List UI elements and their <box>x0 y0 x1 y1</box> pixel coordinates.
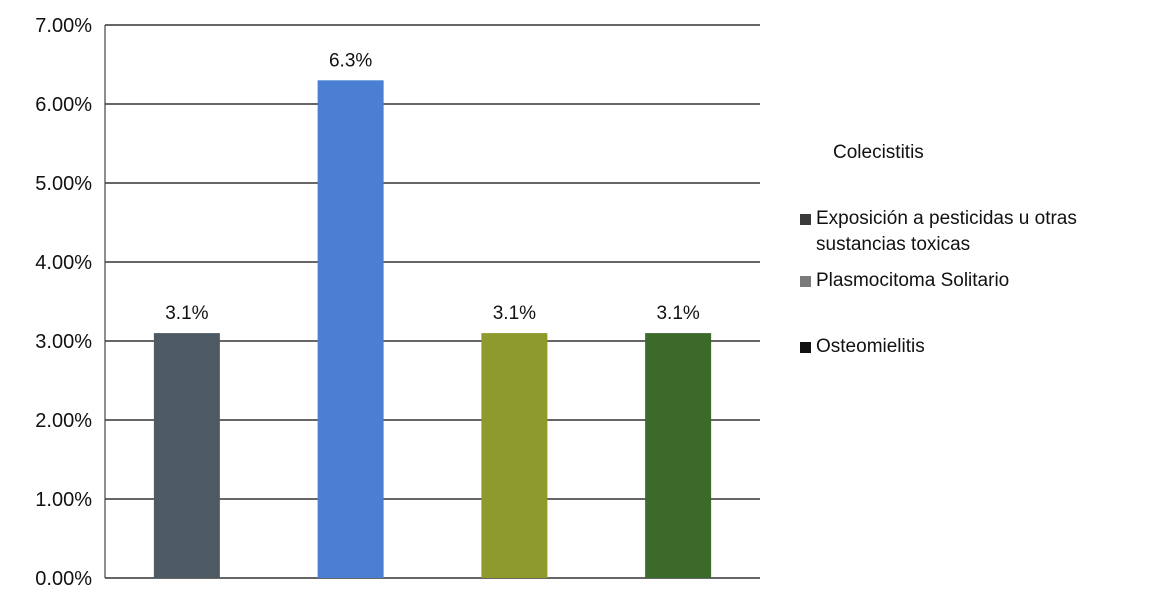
legend-item-plasmocitoma: Plasmocitoma Solitario <box>800 268 1168 294</box>
bars <box>153 80 712 579</box>
data-label: 6.3% <box>329 50 372 71</box>
y-tick-label: 2.00% <box>35 410 92 432</box>
legend-item-osteomielitis: Osteomielitis <box>800 334 1168 360</box>
y-tick-label: 6.00% <box>35 94 92 116</box>
legend-label: Exposición a pesticidas u otras sustanci… <box>816 208 1077 255</box>
data-labels: 3.1% 6.3% 3.1% 3.1% <box>165 50 700 324</box>
legend: Colecistitis Exposición a pesticidas u o… <box>800 140 1168 360</box>
legend-swatch <box>800 342 811 353</box>
legend-label: Osteomielitis <box>816 336 925 357</box>
legend-item-exposicion: Exposición a pesticidas u otras sustanci… <box>800 206 1168 258</box>
data-label: 3.1% <box>493 303 536 324</box>
y-tick-label: 7.00% <box>35 15 92 37</box>
legend-swatch <box>800 214 811 225</box>
legend-label: Plasmocitoma Solitario <box>816 270 1010 291</box>
legend-swatch <box>800 276 811 287</box>
data-label: 3.1% <box>656 303 699 324</box>
y-tick-label: 4.00% <box>35 252 92 274</box>
y-tick-label: 1.00% <box>35 489 92 511</box>
legend-item-colecistitis: Colecistitis <box>800 140 1168 166</box>
legend-label: Colecistitis <box>833 142 924 163</box>
bar <box>481 333 548 578</box>
y-axis-tick-labels: 0.00% 1.00% 2.00% 3.00% 4.00% 5.00% 6.00% 7.00% <box>35 15 92 590</box>
y-tick-label: 3.00% <box>35 331 92 353</box>
bar <box>153 333 220 578</box>
bar <box>645 333 712 578</box>
y-tick-label: 5.00% <box>35 173 92 195</box>
y-tick-label: 0.00% <box>35 568 92 590</box>
data-label: 3.1% <box>165 303 208 324</box>
bar <box>317 80 384 579</box>
